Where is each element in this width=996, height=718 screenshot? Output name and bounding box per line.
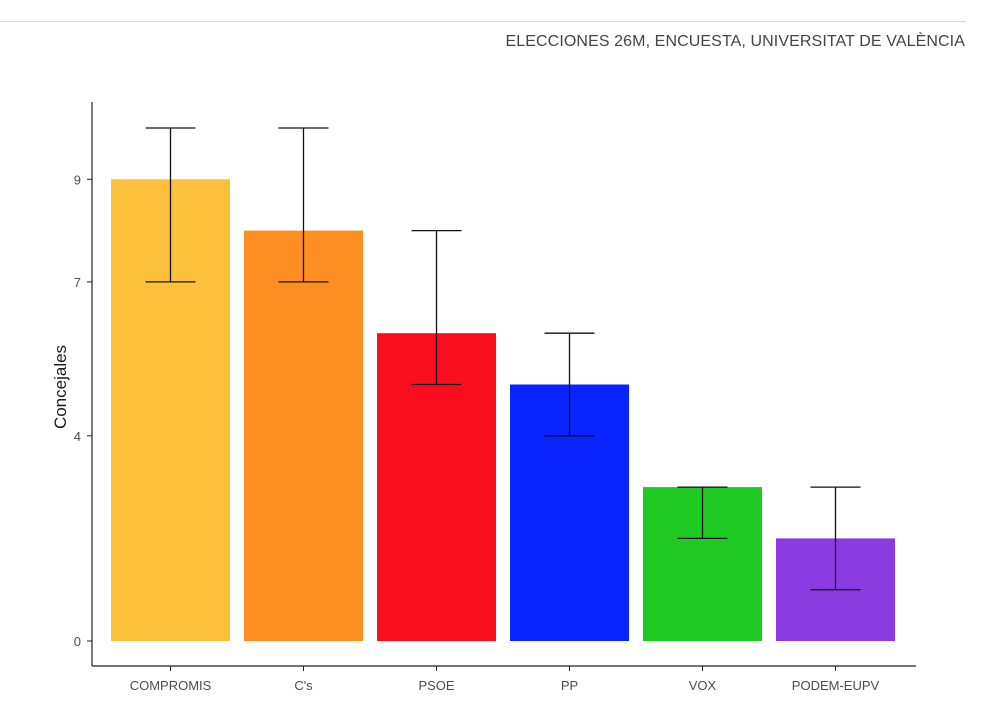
y-tick-label: 9 [74, 172, 81, 187]
x-tick-label: VOX [689, 678, 717, 693]
bars-group [111, 179, 895, 642]
error-bar-vox [677, 486, 728, 540]
error-bar-psoe [411, 229, 462, 386]
header-divider [0, 21, 966, 22]
y-axis-ticks: 0 4 7 9 [74, 172, 92, 649]
bar-c-s [244, 230, 363, 641]
x-tick-label: PSOE [418, 678, 454, 693]
x-tick-label: PODEM-EUPV [792, 678, 880, 693]
error-bar-compromis [145, 127, 196, 283]
y-tick-label: 0 [74, 634, 81, 649]
error-bar-podem-eupv [810, 486, 861, 591]
y-axis-title: Concejales [51, 345, 70, 429]
y-tick-label: 4 [74, 429, 81, 444]
x-tick-label: PP [561, 678, 578, 693]
x-axis-ticks: COMPROMIS C's PSOE PP VOX PODEM-EUPV [130, 666, 880, 693]
error-bars-group [145, 127, 861, 591]
error-bar-c-s [278, 127, 329, 283]
x-tick-label: C's [294, 678, 313, 693]
chart-source-caption: ELECCIONES 26M, ENCUESTA, UNIVERSITAT DE… [505, 33, 965, 50]
x-tick-label: COMPROMIS [130, 678, 212, 693]
error-bar-pp [544, 332, 595, 437]
y-tick-label: 7 [74, 275, 81, 290]
